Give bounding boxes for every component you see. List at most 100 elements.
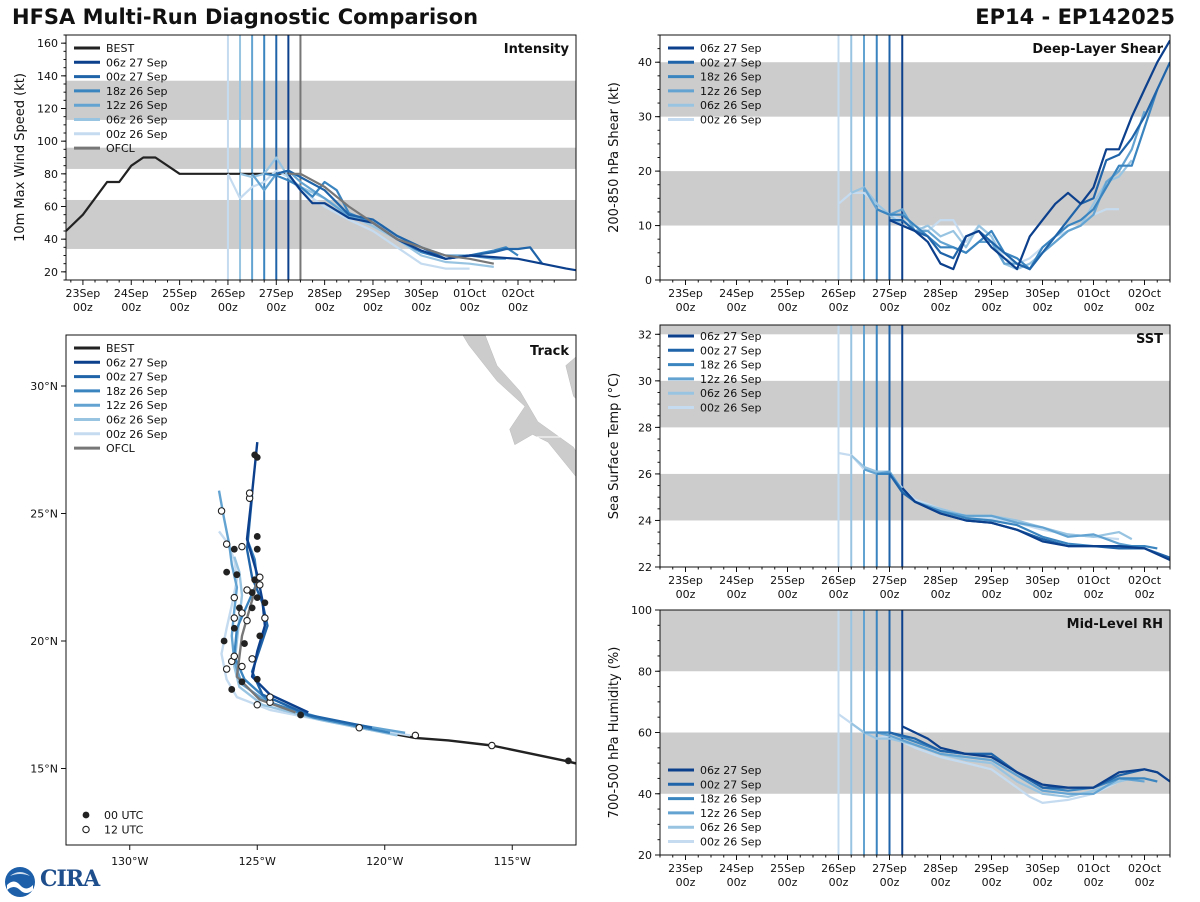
track-ytick-label: 30°N (30, 380, 58, 393)
sst-ytick-label: 32 (638, 328, 652, 341)
intensity-xtick-sublabel: 00z (363, 301, 383, 314)
sst-band-2 (660, 325, 1170, 335)
shear-legend-label: 06z 27 Sep (700, 42, 762, 55)
intensity-xtick-label: 01Oct (453, 287, 487, 300)
shear-panel: 01020304023Sep00z24Sep00z25Sep00z26Sep00… (607, 34, 1171, 314)
rh-legend-label: 06z 26 Sep (700, 821, 762, 834)
track-legend-label: 06z 26 Sep (106, 414, 168, 427)
shear-plot-area (660, 35, 1170, 280)
rh-legend-label: 06z 27 Sep (700, 764, 762, 777)
intensity-legend-label: 00z 27 Sep (106, 71, 168, 84)
track-series-12z-26-sep (217, 490, 406, 734)
intensity-series-06z-27-sep (287, 173, 576, 272)
track-marker-00utc (228, 686, 236, 693)
rh-ytick-label: 100 (631, 604, 652, 617)
rh-legend-label: 12z 26 Sep (700, 807, 762, 820)
shear-legend-label: 00z 26 Sep (700, 114, 762, 127)
shear-legend-label: 18z 26 Sep (700, 71, 762, 84)
intensity-ytick-label: 120 (37, 103, 58, 116)
track-ytick-label: 20°N (30, 635, 58, 648)
shear-xtick-sublabel: 00z (727, 301, 747, 314)
sst-band-1 (660, 380, 1170, 428)
track-marker-00utc (220, 637, 228, 645)
track-series-ofcl (235, 579, 296, 714)
intensity-xtick-label: 02Oct (501, 287, 535, 300)
track-marker-12utc (230, 614, 239, 622)
rh-ytick-label: 20 (638, 849, 652, 862)
rh-series-00z-27-sep (889, 731, 1158, 789)
rh-xtick-sublabel: 00z (829, 876, 849, 889)
rh-xtick-sublabel: 00z (1084, 876, 1104, 889)
rh-xtick-sublabel: 00z (931, 876, 951, 889)
sst-xtick-sublabel: 00z (1135, 588, 1155, 601)
track-marker-00utc (233, 571, 241, 579)
intensity-panel-title: Intensity (504, 42, 570, 57)
sst-legend-label: 00z 27 Sep (700, 344, 762, 357)
shear-xtick-label: 02Oct (1128, 287, 1162, 300)
shear-ytick-label: 30 (638, 111, 652, 124)
track-marker-00utc (253, 594, 261, 602)
sst-xtick-label: 30Sep (1025, 574, 1060, 587)
intensity-series-00z-26-sep (226, 169, 470, 270)
track-marker-12utc (248, 655, 256, 663)
shear-ylabel: 200-850 hPa Shear (kt) (607, 82, 622, 233)
sst-xtick-label: 25Sep (770, 574, 805, 587)
shear-xtick-label: 27Sep (872, 287, 907, 300)
sst-legend-label: 18z 26 Sep (700, 359, 762, 372)
track-legend-label: 00z 27 Sep (106, 371, 168, 384)
intensity-xtick-sublabel: 00z (73, 301, 93, 314)
sst-xtick-label: 24Sep (719, 574, 754, 587)
shear-band-1 (660, 62, 1170, 117)
rh-plot-area (660, 610, 1170, 855)
rh-series-06z-27-sep (901, 725, 1170, 789)
rh-xtick-sublabel: 00z (982, 876, 1002, 889)
rh-xtick-label: 02Oct (1128, 862, 1162, 875)
intensity-ylabel: 10m Max Wind Speed (kt) (13, 73, 28, 242)
shear-xtick-sublabel: 00z (1033, 301, 1053, 314)
intensity-xtick-sublabel: 00z (170, 301, 190, 314)
sst-ylabel: Sea Surface Temp (°C) (607, 373, 622, 520)
track-series-00z-26-sep (218, 530, 411, 737)
rh-xtick-label: 01Oct (1077, 862, 1111, 875)
shear-ytick-label: 20 (638, 165, 652, 178)
track-series-00z-27-sep (245, 495, 373, 729)
intensity-ytick-label: 60 (44, 201, 58, 214)
track-marker-00utc (241, 640, 248, 647)
rh-xtick-label: 27Sep (872, 862, 907, 875)
track-marker-00utc (256, 632, 264, 640)
sst-xtick-label: 26Sep (821, 574, 856, 587)
intensity-legend-label: 18z 26 Sep (106, 85, 168, 98)
intensity-xtick-label: 24Sep (114, 287, 149, 300)
track-marker-12utc (238, 542, 246, 551)
intensity-xtick-sublabel: 00z (266, 301, 286, 314)
track-xtick-label: 125°W (239, 855, 276, 868)
track-marker-00utc (238, 678, 246, 686)
track-marker-12utc (243, 616, 251, 625)
shear-xtick-sublabel: 00z (676, 301, 696, 314)
track-marker-12utc (217, 507, 226, 515)
track-xtick-label: 120°W (366, 855, 403, 868)
track-marker-12utc (253, 700, 262, 709)
track-legend-label: 06z 27 Sep (106, 356, 168, 369)
marker-legend-12utc-symbol (82, 825, 90, 834)
sst-xtick-sublabel: 00z (676, 588, 696, 601)
track-marker-12utc (238, 609, 246, 617)
shear-xtick-label: 29Sep (974, 287, 1009, 300)
shear-xtick-label: 25Sep (770, 287, 805, 300)
rh-xtick-label: 28Sep (923, 862, 958, 875)
intensity-ytick-label: 160 (37, 37, 58, 50)
intensity-legend-label: 06z 26 Sep (106, 114, 168, 127)
track-series-06z-27-sep (245, 441, 309, 714)
track-marker-12utc (355, 723, 363, 732)
rh-xtick-sublabel: 00z (1135, 876, 1155, 889)
sst-xtick-label: 23Sep (668, 574, 703, 587)
track-panel: 130°W 125°W 120°W 115°W 15°N 20°N 25°N 30°N Trac… (30, 334, 577, 868)
sst-series-12z-26-sep (863, 468, 1145, 550)
track-marker-12utc (222, 540, 231, 548)
track-legend-label: OFCL (106, 442, 136, 455)
sst-xtick-sublabel: 00z (931, 588, 951, 601)
track-marker-00utc (230, 624, 238, 632)
track-marker-00utc (248, 604, 256, 612)
sst-legend-label: 06z 27 Sep (700, 330, 762, 343)
sst-xtick-label: 02Oct (1128, 574, 1162, 587)
